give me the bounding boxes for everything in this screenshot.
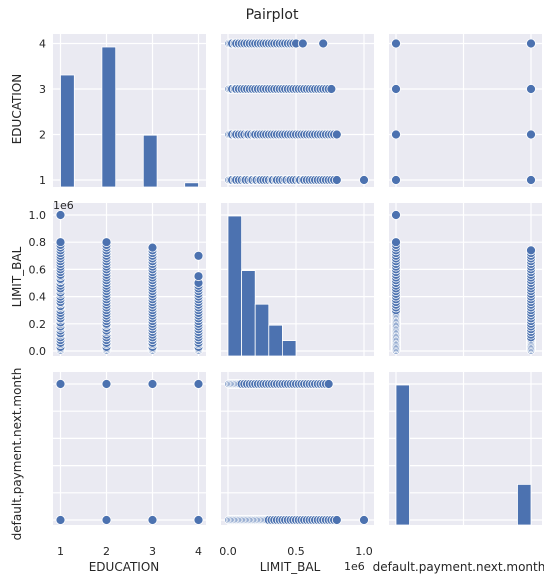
x-tick-label-LIMIT_BAL-2: 1.0 <box>355 545 373 558</box>
point-limit-edu-1-47 <box>55 210 66 220</box>
point-limit-edu-3-39 <box>147 242 158 253</box>
y-tick-label-EDUCATION-2: 3 <box>39 83 46 96</box>
x-tick-label-LIMIT_BAL-0: 0.0 <box>219 545 237 558</box>
point-default-edu-4-1 <box>193 379 204 389</box>
y-tick-label-LIMIT_BAL-4: 0.8 <box>29 236 47 249</box>
hist-bar-EDUCATION-2 <box>142 134 158 188</box>
hist-bar-default.payment.next.month-1 <box>517 483 532 526</box>
point-edu-default-1-0 <box>391 175 401 185</box>
panel-0-1 <box>221 34 374 187</box>
point-default-edu-3-1 <box>147 379 158 389</box>
panel-1-2 <box>389 203 542 356</box>
y-tick-label-LIMIT_BAL-5: 1.0 <box>29 209 47 222</box>
panel-2-1 <box>221 372 374 525</box>
point-edu-default-3-0 <box>391 84 401 94</box>
hist-bar-EDUCATION-1 <box>101 46 117 188</box>
point-edu-default-1-1 <box>526 175 536 185</box>
y-tick-label-LIMIT_BAL-2: 0.4 <box>29 291 47 304</box>
point-default-edu-2-0 <box>101 515 112 525</box>
point-edu-default-3-1 <box>526 84 536 94</box>
x-offset-label-LIMIT_BAL: 1e6 <box>344 560 365 573</box>
x-axis-label-default.payment.next.month: default.payment.next.month <box>373 560 544 574</box>
point-default-edu-2-1 <box>101 379 112 389</box>
point-edu-limit-1-46 <box>331 175 342 185</box>
point-limit-edu-4-28 <box>193 250 204 261</box>
y-tick-label-EDUCATION-3: 4 <box>39 38 46 51</box>
point-limit-default-0-55 <box>391 210 401 220</box>
panel-1-0 <box>53 203 206 356</box>
point-limit-edu-2-42 <box>101 237 112 248</box>
point-default-edu-4-0 <box>193 515 204 525</box>
point-limit-default-1-41 <box>526 245 536 256</box>
y-axis-label-EDUCATION: EDUCATION <box>10 74 24 145</box>
y-tick-label-EDUCATION-0: 1 <box>39 174 46 187</box>
point-default-edu-1-0 <box>55 515 66 525</box>
point-edu-limit-4-27 <box>297 38 308 49</box>
panel-0-0 <box>53 34 206 187</box>
x-tick-label-EDUCATION-2: 3 <box>149 545 156 558</box>
point-limit-default-0-54 <box>391 237 401 248</box>
x-tick-label-EDUCATION-1: 2 <box>103 545 110 558</box>
point-edu-limit-1-47 <box>359 175 369 185</box>
hist-bar-LIMIT_BAL-4 <box>281 340 297 357</box>
hist-bar-LIMIT_BAL-2 <box>254 303 270 357</box>
point-edu-limit-3-39 <box>326 84 337 94</box>
hist-bar-EDUCATION-0 <box>60 74 75 188</box>
y-tick-label-LIMIT_BAL-3: 0.6 <box>29 263 47 276</box>
hist-bar-default.payment.next.month-0 <box>395 384 410 526</box>
point-default-edu-3-0 <box>147 515 158 525</box>
point-default-limit-1-41 <box>323 379 334 389</box>
y-axis-label-LIMIT_BAL: LIMIT_BAL <box>10 246 24 307</box>
y-tick-label-EDUCATION-1: 2 <box>39 129 46 142</box>
point-default-limit-0-55 <box>359 515 369 525</box>
point-default-edu-1-1 <box>55 379 66 389</box>
y-axis-label-default.payment.next.month: default.payment.next.month <box>10 368 24 541</box>
hist-bar-LIMIT_BAL-3 <box>268 324 283 357</box>
point-limit-edu-1-46 <box>55 237 66 248</box>
hist-bar-EDUCATION-3 <box>184 182 199 188</box>
point-limit-edu-4-27 <box>193 271 204 282</box>
panel-0-2 <box>389 34 542 187</box>
point-edu-limit-2-42 <box>331 129 342 140</box>
hist-bar-LIMIT_BAL-1 <box>241 270 256 357</box>
panel-2-2 <box>389 372 542 525</box>
point-edu-default-2-1 <box>526 129 536 140</box>
panel-2-0 <box>53 372 206 525</box>
y-tick-label-LIMIT_BAL-1: 0.2 <box>29 318 47 331</box>
x-tick-label-LIMIT_BAL-1: 0.5 <box>287 545 305 558</box>
x-axis-label-EDUCATION: EDUCATION <box>89 560 160 574</box>
x-tick-label-EDUCATION-3: 4 <box>195 545 202 558</box>
x-axis-label-LIMIT_BAL: LIMIT_BAL <box>260 560 321 574</box>
point-edu-default-4-1 <box>526 38 536 49</box>
chart-title: Pairplot <box>246 7 299 23</box>
y-tick-label-LIMIT_BAL-0: 0.0 <box>29 345 47 358</box>
point-edu-limit-4-28 <box>318 38 329 49</box>
point-edu-default-4-0 <box>391 38 401 49</box>
y-offset-label-LIMIT_BAL: 1e6 <box>53 199 74 212</box>
point-default-limit-0-54 <box>331 515 342 525</box>
hist-bar-LIMIT_BAL-0 <box>227 215 242 357</box>
x-tick-label-EDUCATION-0: 1 <box>57 545 64 558</box>
point-edu-default-2-0 <box>391 129 401 140</box>
